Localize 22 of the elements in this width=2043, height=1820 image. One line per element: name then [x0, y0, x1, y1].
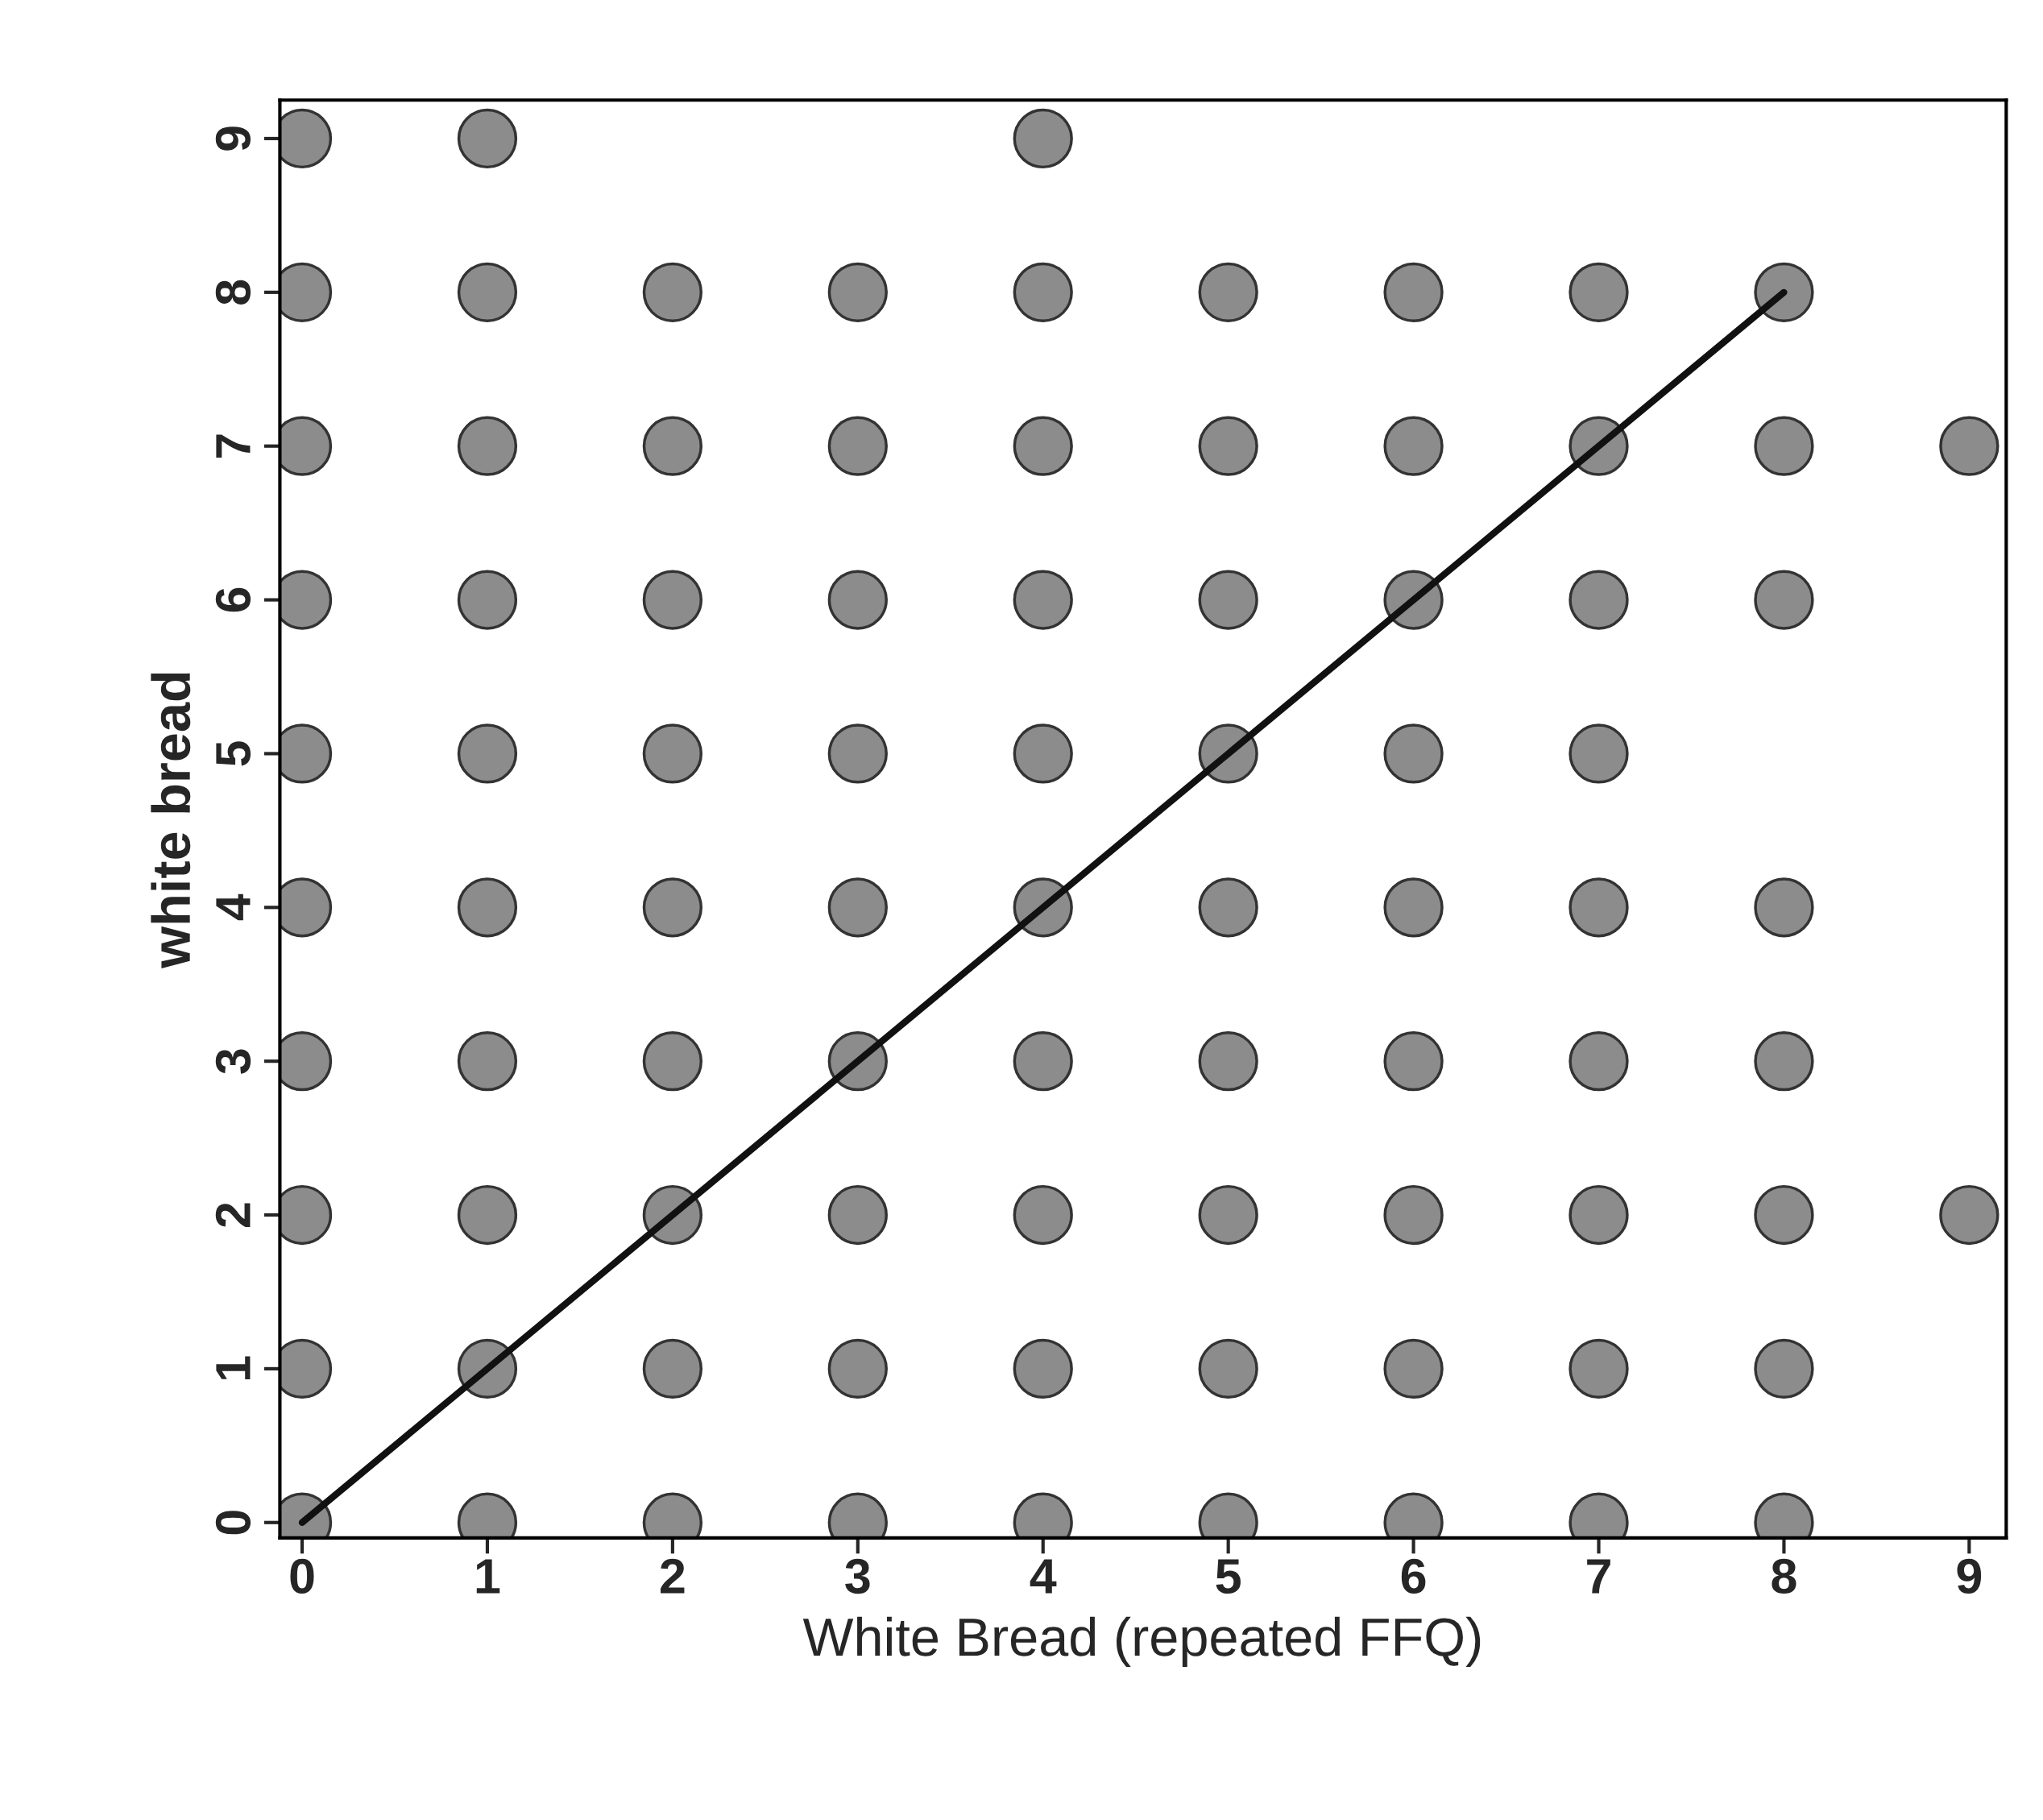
x-tick-label: 7 [1587, 1559, 1610, 1594]
y-tick-label: 3 [215, 1049, 251, 1074]
y-tick-label: 0 [215, 1511, 251, 1535]
x-axis-title: White Bread (repeated FFQ) [802, 1616, 1481, 1667]
y-tick-label: 5 [216, 741, 251, 766]
x-tick-label: 9 [1957, 1558, 1982, 1594]
x-tick-label: 0 [290, 1558, 314, 1594]
y-tick-label: 8 [215, 280, 251, 305]
x-tick-label: 8 [1772, 1558, 1796, 1594]
x-tick-label: 4 [1030, 1559, 1057, 1594]
y-tick-label: 1 [216, 1356, 251, 1380]
y-tick-label: 6 [215, 587, 251, 612]
x-tick-label: 5 [1216, 1559, 1241, 1594]
y-tick-label: 9 [215, 126, 251, 151]
x-tick-label: 6 [1401, 1558, 1426, 1594]
y-tick-label: 7 [216, 434, 251, 458]
x-tick-label: 1 [476, 1559, 500, 1594]
x-tick-label: 3 [845, 1558, 870, 1594]
y-axis-title: white bread [151, 673, 191, 968]
y-tick-label: 4 [216, 893, 251, 921]
x-tick-label: 2 [661, 1558, 685, 1594]
y-tick-label: 2 [215, 1203, 251, 1227]
